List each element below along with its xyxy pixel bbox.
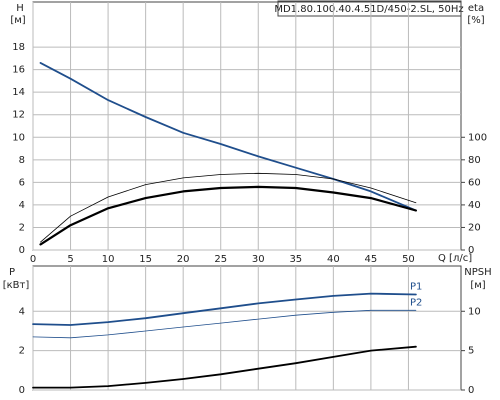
y-tick-label: 12	[12, 110, 25, 121]
chart-title: MD1.80.100.40.4.51D/450-2.SL, 50Hz	[274, 4, 463, 15]
y2-tick-label: 80	[468, 155, 481, 166]
series-label: P2	[410, 297, 422, 308]
plot-frame	[32, 265, 462, 391]
x-tick-label: 10	[102, 254, 115, 265]
y2-tick-label: 100	[468, 132, 487, 143]
y-tick-label: 0	[19, 245, 25, 256]
x-tick-label: 45	[365, 254, 378, 265]
y2-tick-label: 10	[468, 306, 481, 317]
x-tick-label: 5	[67, 254, 73, 265]
y2-tick-label: 5	[468, 346, 474, 357]
y2-label: NPSH	[464, 267, 491, 278]
y-tick-label: 8	[19, 155, 25, 166]
curve	[39, 62, 417, 212]
curve	[32, 292, 417, 326]
y-tick-label: 4	[19, 306, 25, 317]
y2-tick-label: 60	[468, 177, 481, 188]
x-tick-label: 50	[402, 254, 415, 265]
curve	[39, 185, 417, 246]
y-tick-label: 4	[19, 200, 25, 211]
x-tick-label: 20	[177, 254, 190, 265]
y-tick-label: 6	[19, 177, 25, 188]
y-tick-label: 16	[12, 65, 25, 76]
x-tick-label: 30	[252, 254, 265, 265]
y-tick-label: 2	[19, 346, 25, 357]
y2-tick-label: 40	[468, 200, 481, 211]
curve	[32, 345, 417, 389]
x-tick-label: 40	[327, 254, 340, 265]
y2-unit: [%]	[467, 15, 484, 26]
y-tick-label: 18	[12, 42, 25, 53]
y-unit: [кВт]	[3, 280, 30, 291]
x-tick-label: 35	[289, 254, 302, 265]
y-tick-label: 0	[19, 385, 25, 396]
series-label: P1	[410, 282, 422, 293]
x-label: Q [л/с]	[438, 253, 472, 264]
x-tick-label: 25	[214, 254, 227, 265]
curve	[32, 309, 417, 339]
y-label: H	[16, 3, 24, 14]
y2-tick-label: 20	[468, 222, 481, 233]
y2-tick-label: 0	[468, 385, 474, 396]
y-tick-label: 10	[12, 132, 25, 143]
y2-tick-label: 0	[468, 245, 474, 256]
y-unit: [м]	[10, 15, 25, 26]
y-label: P	[9, 267, 15, 278]
x-tick-label: 0	[30, 254, 36, 265]
y2-label: eta	[468, 3, 484, 14]
x-tick-label: 15	[139, 254, 152, 265]
y2-unit: [м]	[470, 280, 485, 291]
y-tick-label: 2	[19, 222, 25, 233]
curve	[40, 172, 417, 243]
y-tick-label: 14	[12, 87, 25, 98]
